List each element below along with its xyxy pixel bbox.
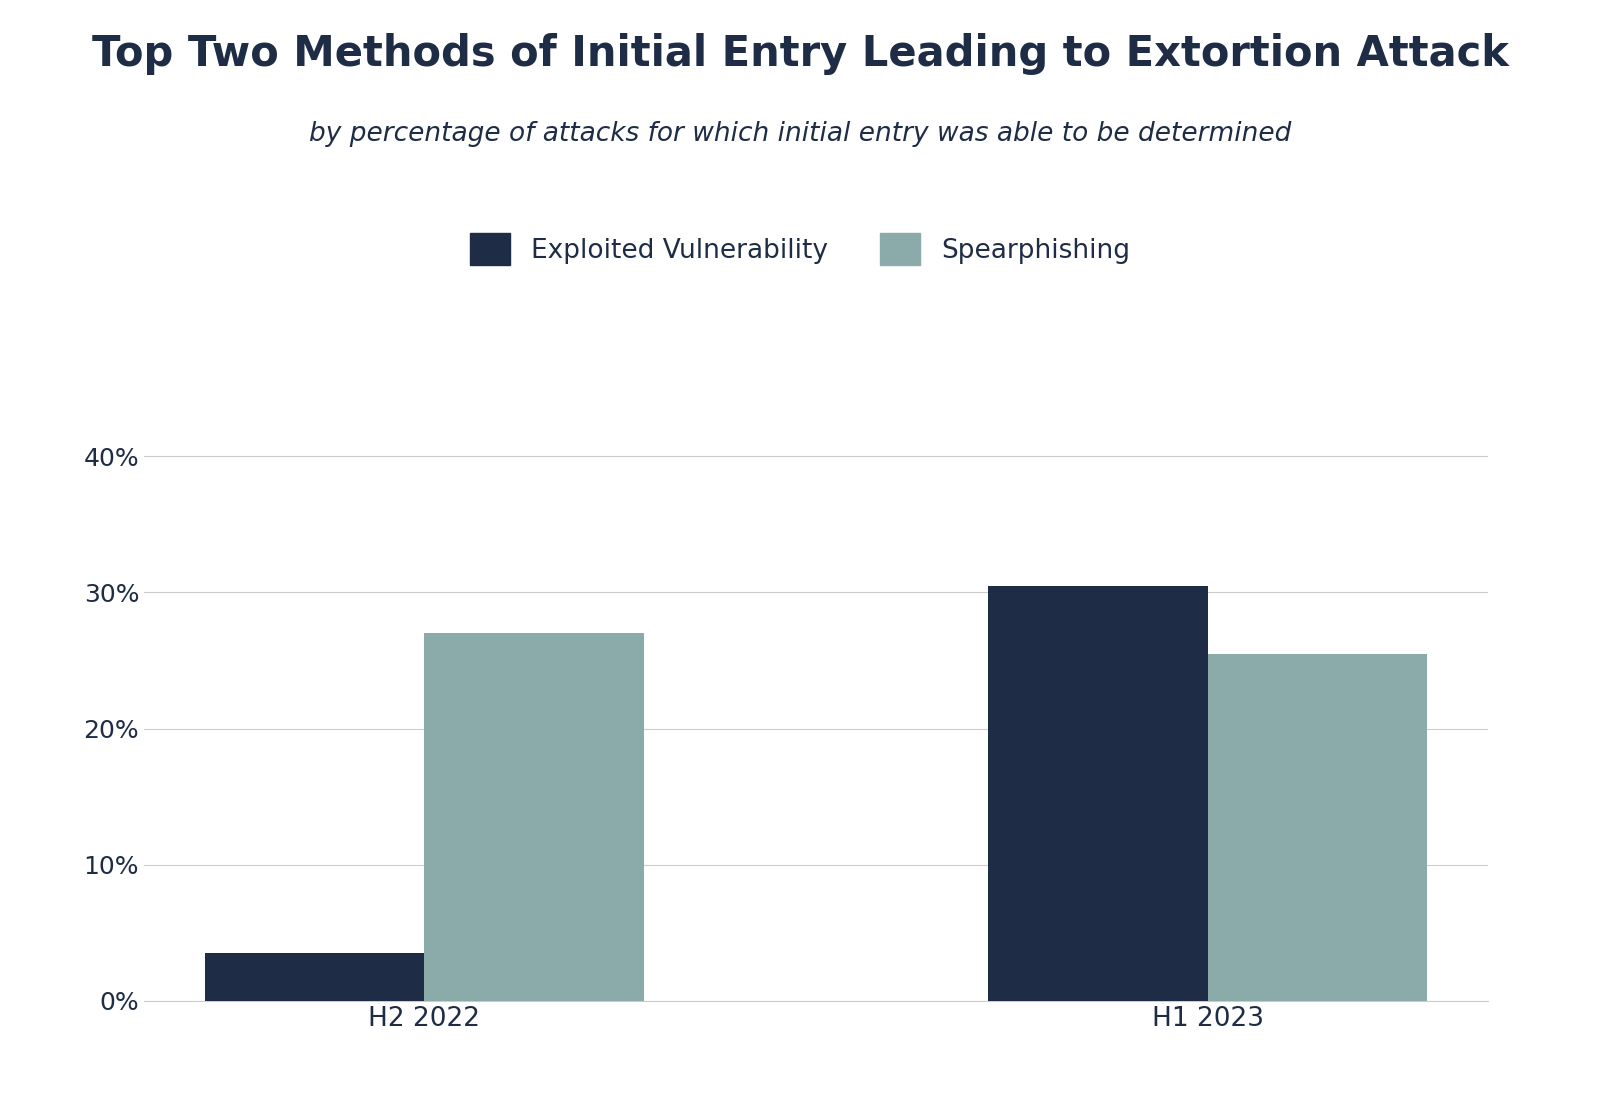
Bar [205,954,424,1001]
Bar [1208,653,1427,1001]
Bar [424,634,643,1001]
Text: by percentage of attacks for which initial entry was able to be determined: by percentage of attacks for which initi… [309,121,1291,147]
Text: Top Two Methods of Initial Entry Leading to Extortion Attack: Top Two Methods of Initial Entry Leading… [91,33,1509,75]
Legend: Exploited Vulnerability, Spearphishing: Exploited Vulnerability, Spearphishing [470,233,1130,265]
Bar [989,585,1208,1001]
